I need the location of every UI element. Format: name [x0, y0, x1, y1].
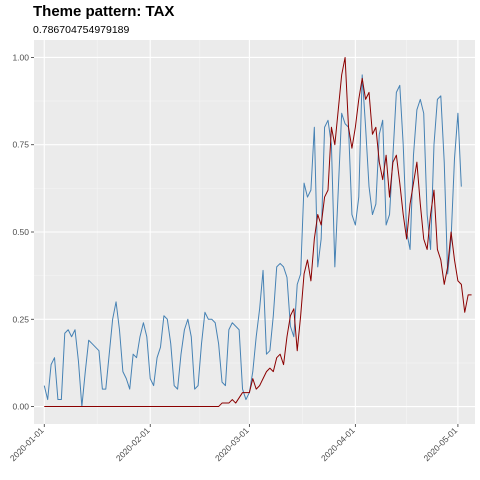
chart-title: Theme pattern: TAX	[33, 3, 175, 20]
y-tick-label: 0.25	[12, 314, 29, 324]
y-tick-label: 0.00	[12, 402, 29, 412]
x-tick-label: 2020-01-01	[8, 425, 46, 463]
chart-subtitle: 0.786704754979189	[33, 24, 130, 36]
series-layer	[43, 56, 472, 408]
x-tick-label: 2020-05-01	[422, 425, 460, 463]
y-tick-label: 1.00	[12, 52, 29, 62]
x-axis: 2020-01-01 2020-02-01 2020-03-01 2020-04-01…	[8, 424, 460, 463]
x-tick-label: 2020-03-01	[213, 425, 251, 463]
y-axis: 0.00 0.25 0.50 0.75 1.00	[12, 52, 34, 412]
y-tick-label: 0.75	[12, 140, 29, 150]
y-tick-label: 0.50	[12, 227, 29, 237]
x-tick-label: 2020-02-01	[114, 425, 152, 463]
major-gridlines	[34, 40, 475, 424]
x-tick-label: 2020-04-01	[319, 425, 357, 463]
series-line-2	[44, 56, 472, 408]
